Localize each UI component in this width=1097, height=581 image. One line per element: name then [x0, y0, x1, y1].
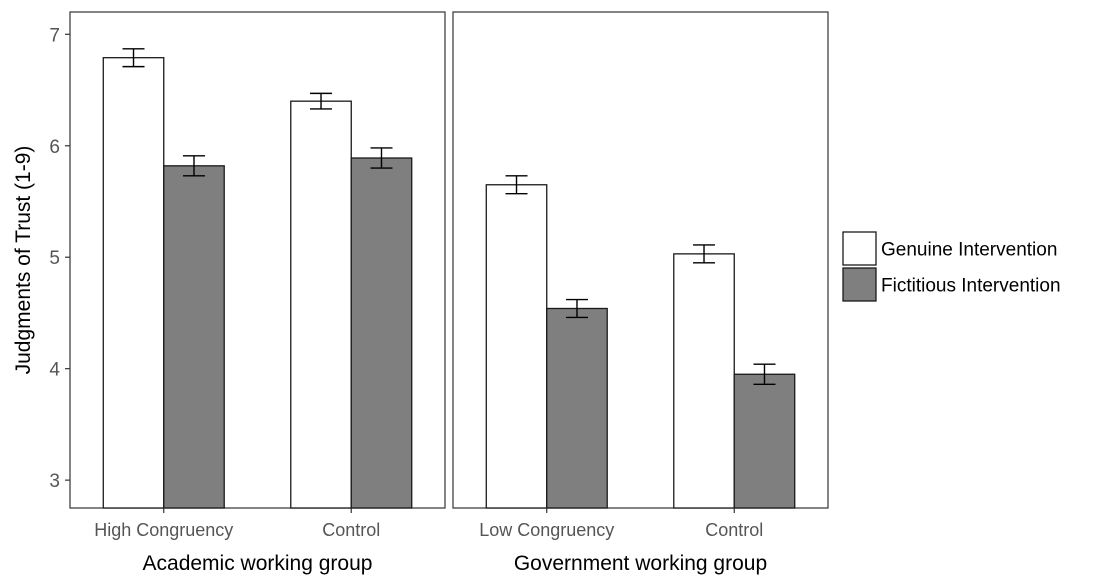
x-tick-label: High Congruency	[94, 520, 233, 540]
bar	[673, 253, 735, 509]
legend-label: Genuine Intervention	[881, 240, 1057, 261]
error-bar	[505, 175, 528, 195]
panel-border	[69, 11, 446, 509]
error-bar	[122, 48, 145, 68]
legend-swatch	[842, 231, 877, 266]
legend-label: Fictitious Intervention	[881, 276, 1061, 297]
error-bar	[693, 244, 716, 264]
y-axis-label: Judgments of Trust (1-9)	[12, 146, 35, 375]
bar	[102, 57, 165, 509]
bar	[546, 307, 608, 509]
error-bar	[310, 92, 333, 110]
bar	[163, 165, 225, 509]
panel-border	[452, 11, 829, 509]
legend-item: Fictitious Intervention	[842, 267, 1061, 302]
y-tick-label: 3	[49, 471, 60, 492]
y-tick-label: 4	[49, 360, 60, 381]
x-axis-label: Government working group	[514, 552, 767, 575]
legend-item: Genuine Intervention	[842, 231, 1057, 266]
error-bar	[182, 155, 205, 177]
bar	[290, 100, 352, 509]
y-tick-label: 6	[49, 137, 60, 158]
error-bar	[370, 147, 393, 169]
y-axis: 3 4 5 6 7	[49, 25, 70, 492]
y-tick-label: 7	[49, 25, 60, 46]
panel-2: Low Congruency Control Government working …	[452, 11, 829, 575]
legend-swatch	[842, 267, 877, 302]
bar	[485, 184, 548, 509]
bar	[733, 373, 796, 509]
x-tick-label: Control	[705, 520, 763, 540]
x-axis-label: Academic working group	[143, 552, 373, 575]
x-tick-label: Low Congruency	[479, 520, 614, 540]
x-tick-label: Control	[322, 520, 380, 540]
panels-layer: High Congruency Control Academic working g…	[69, 11, 829, 575]
error-bar	[565, 298, 588, 319]
legend: Genuine Intervention Fictitious Intervent…	[842, 231, 1061, 302]
bar	[350, 157, 413, 509]
panel-1: High Congruency Control Academic working g…	[69, 11, 446, 575]
error-bar	[753, 363, 776, 385]
y-tick-label: 5	[49, 248, 60, 269]
